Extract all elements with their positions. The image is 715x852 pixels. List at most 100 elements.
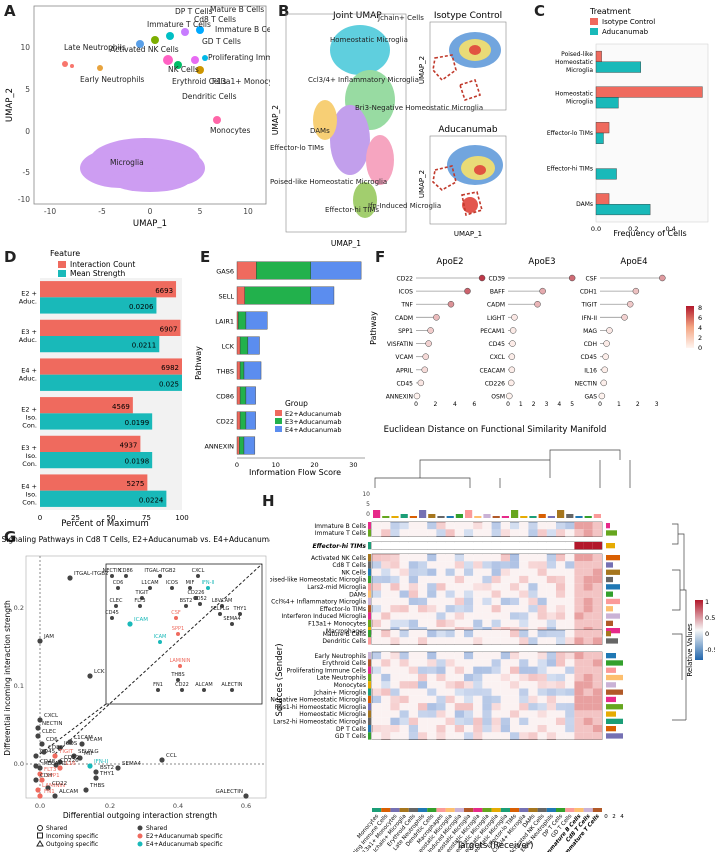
h-row-color: [368, 529, 371, 537]
h-cell: [408, 732, 418, 740]
h-cell: [418, 561, 428, 569]
h-cell: [546, 695, 556, 704]
h-top-bar: [593, 514, 601, 518]
h-cell: [519, 529, 529, 537]
h-right-bar: [606, 562, 613, 568]
svg-text:0.6: 0.6: [241, 802, 251, 810]
h-cell: [436, 630, 446, 638]
h-cell: [491, 529, 501, 537]
g-inset-point: [220, 604, 224, 608]
g-point-label: ALCAM: [59, 789, 78, 795]
h-cell: [445, 673, 455, 682]
h-cell: [418, 583, 428, 591]
e-xtick: 20: [310, 461, 318, 469]
h-cell: [500, 717, 510, 725]
e-bar-segment: [256, 261, 311, 280]
h-cell: [454, 522, 464, 530]
f-pathway-label: CD45: [489, 341, 506, 348]
h-cell: [574, 637, 584, 645]
h-col-color: [372, 808, 382, 812]
d-bar: [40, 297, 157, 314]
h-cell: [418, 590, 428, 598]
c-category-label: Microglia: [566, 98, 593, 105]
h-cell: [399, 710, 409, 718]
f-pathway-label: CADM: [487, 302, 505, 309]
c-bar: [595, 50, 602, 62]
h-cell: [445, 703, 455, 711]
h-cell: [427, 637, 437, 645]
h-right-bar: [606, 543, 615, 549]
d-bar-label: 0.0199: [125, 419, 150, 427]
h-cell: [372, 710, 382, 718]
c-xlabel: Frequency of Cells: [613, 229, 686, 238]
h-cell: [445, 732, 455, 740]
h-right-bar: [606, 674, 623, 681]
h-cell: [473, 710, 483, 718]
h-cell: [565, 666, 575, 674]
h-cell: [390, 597, 400, 606]
svg-text:Shared: Shared: [46, 825, 67, 832]
panel-a-umap: DP T Cells Immature T Cells Cd8 T Cells …: [5, 5, 270, 229]
h-cell: [464, 542, 474, 550]
h-cell: [436, 542, 446, 550]
h-right-bar: [606, 711, 616, 717]
h-cell: [399, 529, 409, 537]
h-cell: [482, 597, 492, 606]
panel-letter-b: B: [278, 2, 290, 20]
h-cell: [574, 630, 584, 638]
h-cell: [436, 529, 446, 537]
h-cell: [519, 703, 529, 711]
h-col-color: [592, 808, 602, 812]
h-cell: [500, 673, 510, 682]
h-cell: [491, 717, 501, 725]
h-cell: [537, 681, 547, 689]
h-cell: [436, 568, 446, 576]
h-cell: [528, 568, 538, 576]
h-cell: [473, 630, 483, 638]
b-label-bri3: Bri3-Negative Homeostatic Microglia: [355, 104, 483, 112]
h-cell: [427, 583, 437, 591]
h-cell: [381, 619, 391, 627]
h-cell: [408, 703, 418, 711]
g-point-label: FN1: [44, 789, 55, 795]
panel-a-yticks: 10 5 0 -5 -10: [18, 43, 30, 204]
h-cell: [491, 568, 501, 576]
g-point: [87, 763, 93, 769]
h-cell: [583, 666, 593, 674]
h-cell: [583, 575, 593, 584]
h-cell: [510, 522, 520, 530]
f-pathway-label: CD39: [489, 276, 506, 283]
f-xtick: 0: [598, 401, 602, 408]
h-cell: [381, 522, 391, 530]
h-cell: [546, 583, 556, 591]
h-cell: [399, 673, 409, 682]
b-xlabel: UMAP_1: [331, 239, 361, 248]
h-cell: [491, 554, 501, 562]
g-inset-label: MIF: [186, 580, 195, 586]
h-row-color: [368, 717, 371, 725]
f-pathway-label: CXCL: [490, 354, 506, 361]
b-label-ifn: Ifn-Induced Microglia: [368, 202, 441, 210]
h-cell: [408, 612, 418, 620]
h-cell: [537, 597, 547, 606]
e-bar-segment: [239, 411, 247, 430]
h-cell: [464, 717, 474, 725]
h-cell: [445, 561, 455, 569]
h-cell: [491, 659, 501, 667]
h-cell: [510, 710, 520, 718]
svg-text:0.0: 0.0: [14, 760, 24, 768]
h-cell: [583, 529, 593, 537]
h-cell: [574, 717, 584, 725]
h-cell: [574, 597, 584, 606]
h-colorbar: [695, 600, 703, 660]
h-cell: [574, 542, 584, 550]
e-bar-segment: [236, 361, 241, 380]
h-cell: [592, 542, 602, 550]
g-inset-label: NECTIN: [103, 568, 122, 574]
h-col-color: [436, 808, 446, 812]
f-lollipop-point: [603, 340, 610, 347]
g-inset-point: [174, 616, 178, 620]
h-cell: [565, 590, 575, 598]
d-category-label: E3 +: [21, 444, 37, 452]
h-cell: [381, 590, 391, 598]
